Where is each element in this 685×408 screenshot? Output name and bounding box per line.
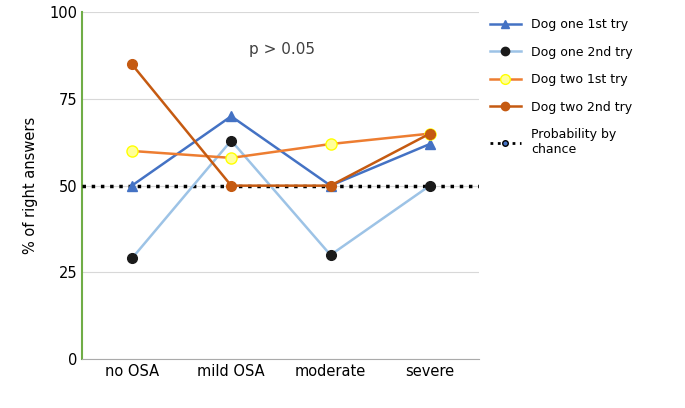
Legend: Dog one 1st try, Dog one 2nd try, Dog two 1st try, Dog two 2nd try, Probability : Dog one 1st try, Dog one 2nd try, Dog tw…: [490, 18, 633, 156]
Text: p > 0.05: p > 0.05: [249, 42, 315, 57]
Y-axis label: % of right answers: % of right answers: [23, 117, 38, 254]
